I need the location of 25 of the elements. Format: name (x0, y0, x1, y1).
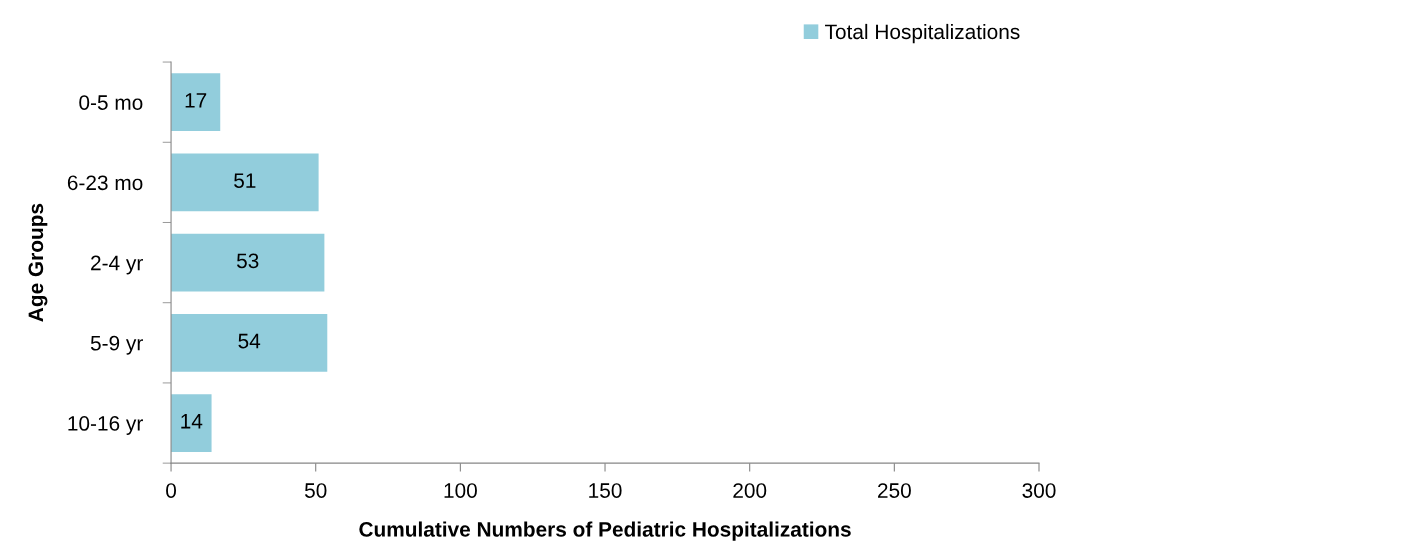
x-tick-label: 50 (304, 483, 327, 498)
bar (171, 153, 319, 212)
legend-label: Total Hospitalizations (825, 23, 1020, 44)
data-label: 51 (234, 173, 256, 188)
x-tick-label: 200 (733, 483, 767, 498)
x-tick-label: 300 (1022, 483, 1056, 498)
y-tick-label: 10-16 yr (68, 416, 143, 435)
y-tick-label: 0-5 mo (79, 95, 143, 110)
bar (171, 394, 212, 452)
x-tick-label: 100 (444, 483, 477, 498)
y-axis-title: Age Groups (28, 203, 48, 322)
y-tick-label: 5-9 yr (90, 335, 143, 355)
x-tick-label: 0 (166, 483, 177, 498)
y-tick-label: 6-23 mo (67, 175, 143, 191)
x-tick-label: 250 (878, 483, 911, 498)
bar (171, 233, 325, 292)
data-label: 17 (185, 93, 207, 108)
data-label: 54 (238, 333, 261, 349)
data-label: 14 (181, 414, 203, 429)
x-tick-label: 150 (589, 483, 622, 498)
data-label: 53 (236, 253, 259, 269)
bar (171, 313, 328, 372)
x-axis-title: Cumulative Numbers of Pediatric Hospitalizations (359, 521, 851, 541)
y-tick-label: 2-4 yr (91, 255, 143, 275)
bar (171, 73, 221, 132)
